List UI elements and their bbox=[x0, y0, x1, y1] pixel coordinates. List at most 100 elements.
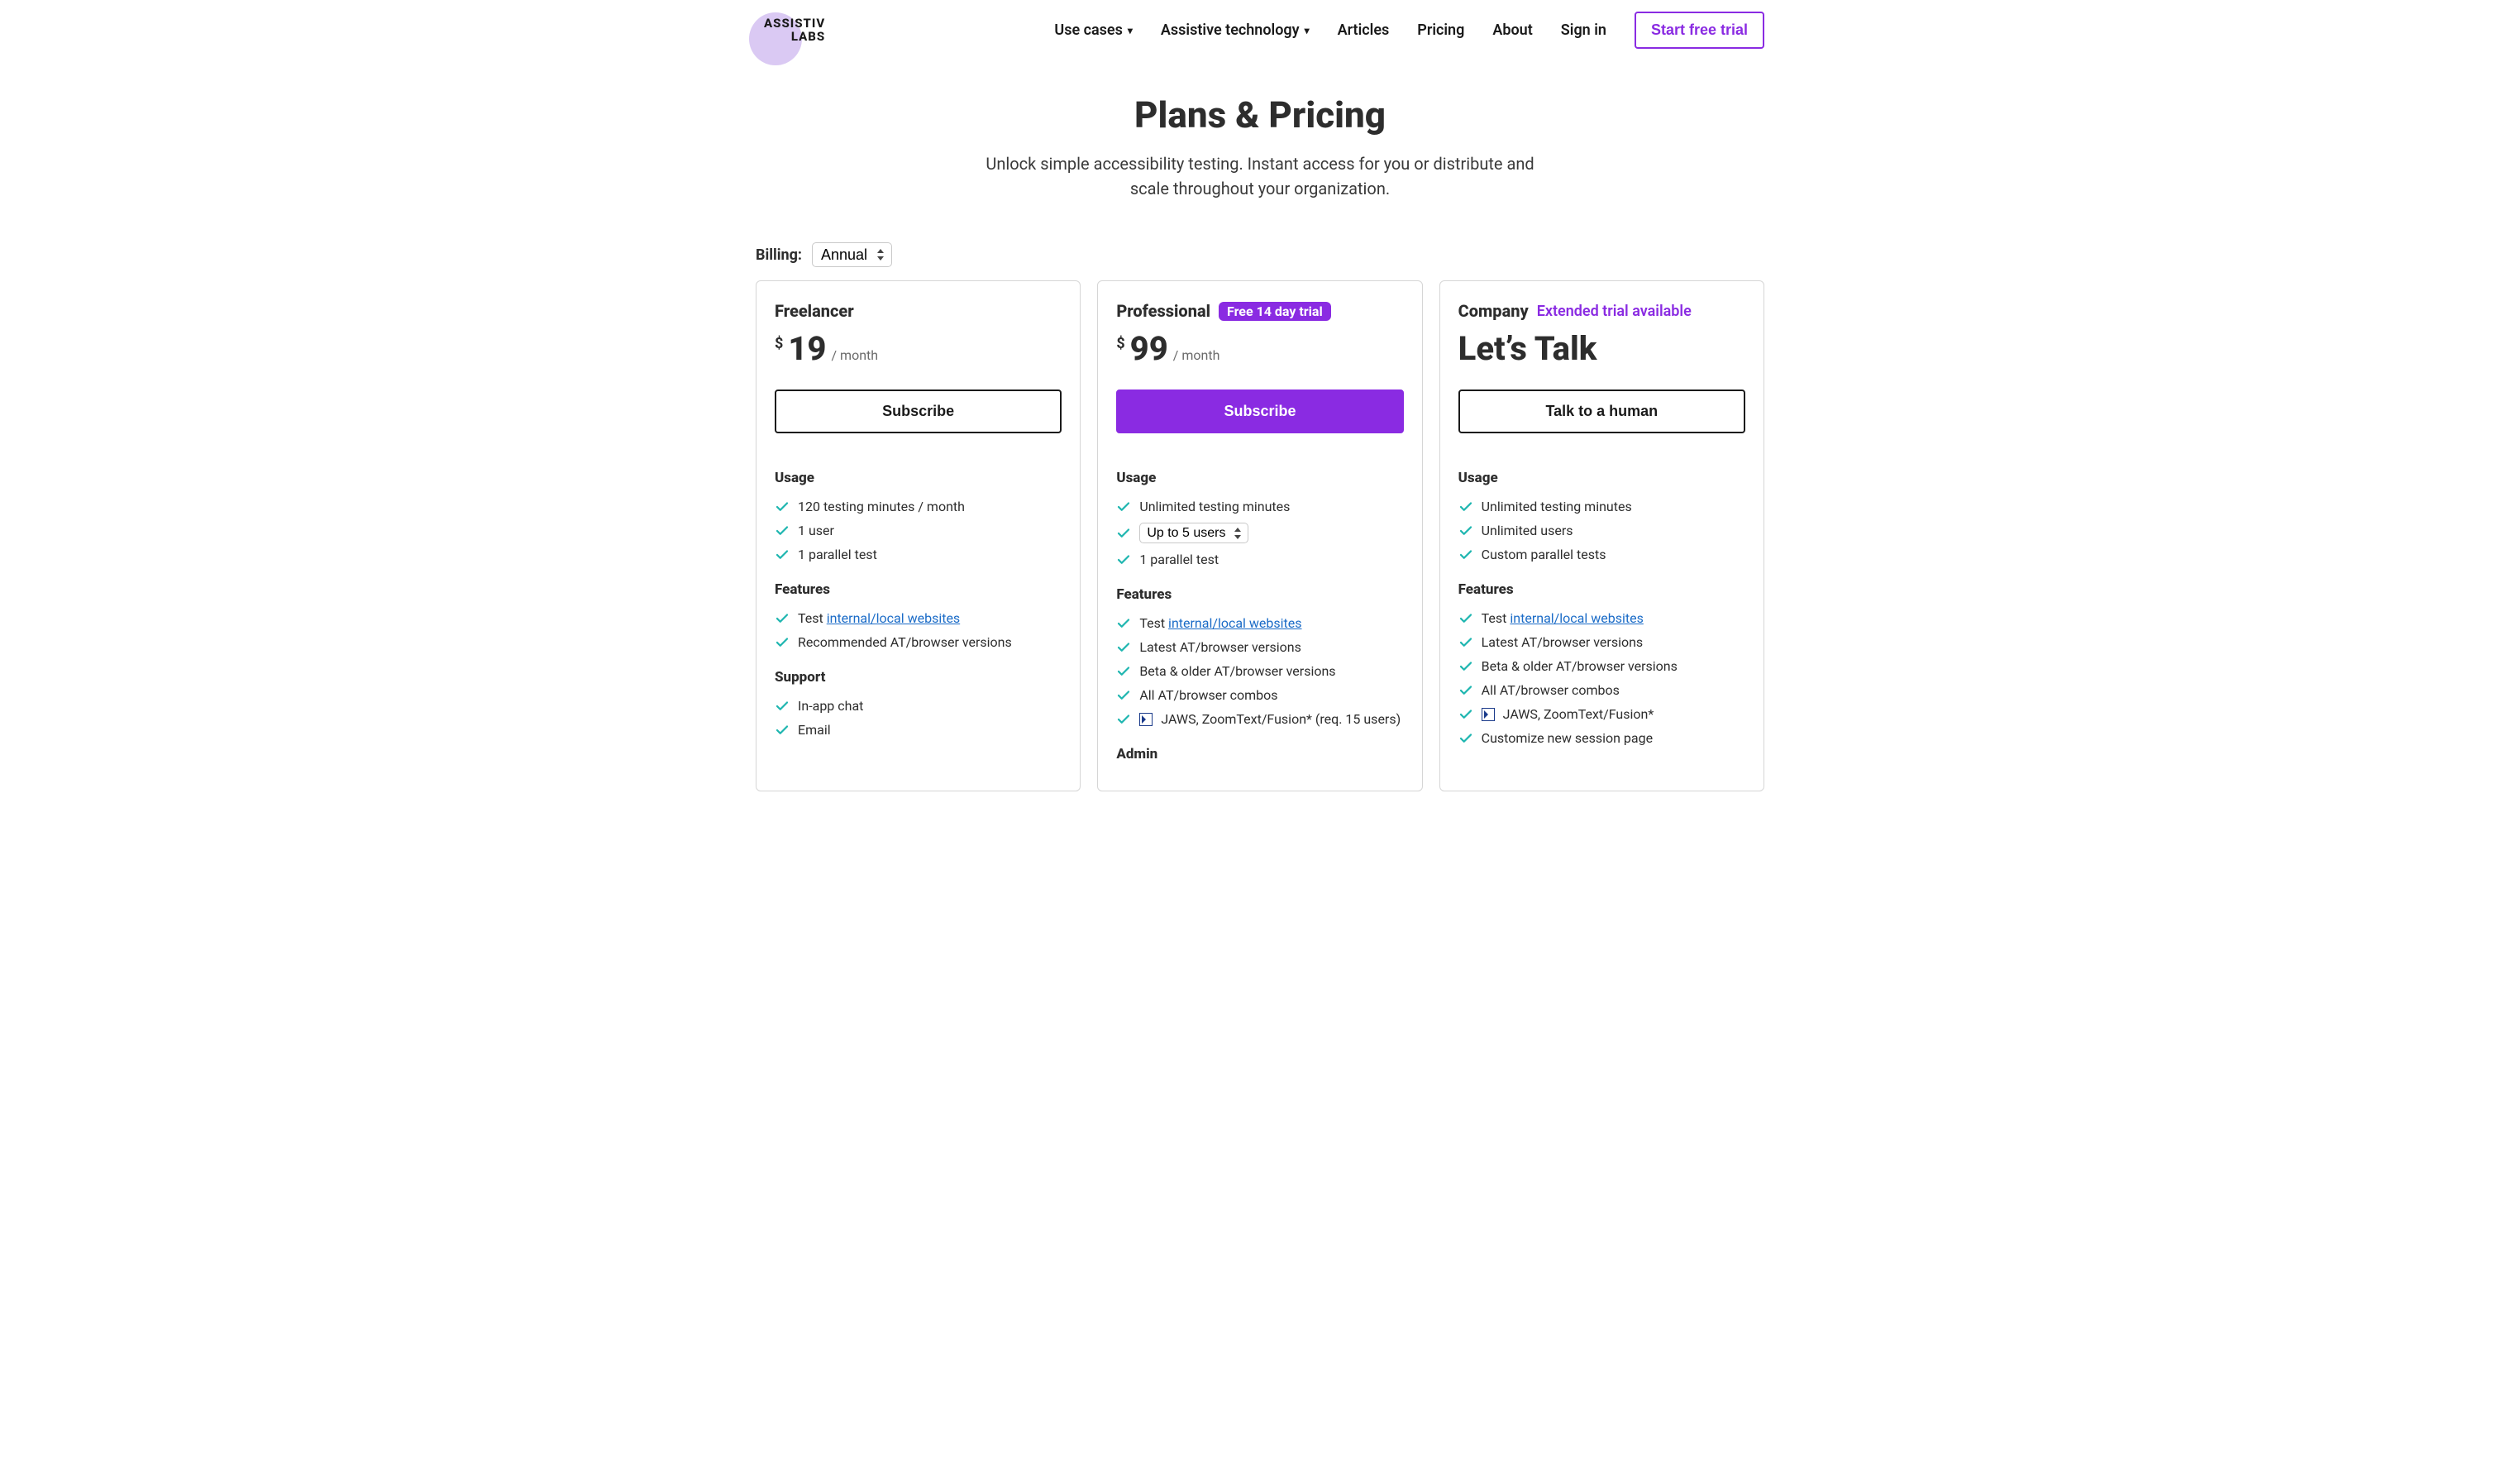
currency-symbol: $ bbox=[775, 335, 783, 352]
check-icon bbox=[775, 699, 790, 714]
check-icon bbox=[1116, 526, 1131, 541]
hero: Plans & Pricing Unlock simple accessibil… bbox=[756, 93, 1764, 201]
logo[interactable]: ASSISTIV LABS bbox=[756, 17, 825, 44]
nav-about[interactable]: About bbox=[1492, 22, 1532, 39]
feature-text: Email bbox=[798, 722, 831, 738]
check-icon bbox=[775, 611, 790, 626]
check-icon bbox=[1458, 635, 1473, 650]
check-icon bbox=[1116, 616, 1131, 631]
plan-company: Company Extended trial available Let’s T… bbox=[1439, 280, 1764, 791]
nav-pricing[interactable]: Pricing bbox=[1417, 22, 1464, 39]
plan-professional-price: $ 99 / month bbox=[1116, 329, 1403, 368]
list-item: 1 parallel test bbox=[1116, 547, 1403, 571]
internal-local-websites-link[interactable]: internal/local websites bbox=[1168, 615, 1301, 631]
check-icon bbox=[1458, 683, 1473, 698]
feature-text: 1 parallel test bbox=[798, 547, 877, 562]
billing-select[interactable]: Annual bbox=[812, 242, 892, 267]
company-headline: Let’s Talk bbox=[1458, 329, 1745, 368]
list-item: In-app chat bbox=[775, 694, 1062, 718]
check-icon bbox=[1458, 547, 1473, 562]
extended-trial-link[interactable]: Extended trial available bbox=[1537, 303, 1692, 320]
list-item: Test internal/local websites bbox=[1116, 611, 1403, 635]
check-icon bbox=[1116, 640, 1131, 655]
usage-heading: Usage bbox=[1458, 470, 1745, 486]
free-trial-badge: Free 14 day trial bbox=[1219, 302, 1331, 321]
sign-in-link[interactable]: Sign in bbox=[1561, 22, 1606, 39]
talk-to-human-button[interactable]: Talk to a human bbox=[1458, 390, 1745, 433]
list-item: Latest AT/browser versions bbox=[1116, 635, 1403, 659]
nav-articles[interactable]: Articles bbox=[1338, 22, 1390, 39]
feature-text: 120 testing minutes / month bbox=[798, 499, 965, 514]
usage-heading: Usage bbox=[775, 470, 1062, 486]
users-select[interactable]: Up to 5 users bbox=[1139, 523, 1248, 543]
plan-professional: Professional Free 14 day trial $ 99 / mo… bbox=[1097, 280, 1422, 791]
chevron-down-icon: ▾ bbox=[1128, 25, 1133, 36]
list-item: Beta & older AT/browser versions bbox=[1458, 654, 1745, 678]
feature-text: Test bbox=[1139, 615, 1168, 631]
list-item: Recommended AT/browser versions bbox=[775, 630, 1062, 654]
feature-text: Unlimited users bbox=[1482, 523, 1573, 538]
feature-text: All AT/browser combos bbox=[1139, 687, 1277, 703]
feature-text: Customize new session page bbox=[1482, 730, 1653, 746]
list-item: Customize new session page bbox=[1458, 726, 1745, 750]
jaws-icon bbox=[1482, 708, 1495, 721]
plan-freelancer: Freelancer $ 19 / month Subscribe Usage … bbox=[756, 280, 1081, 791]
logo-line2: LABS bbox=[764, 31, 825, 44]
check-icon bbox=[1458, 611, 1473, 626]
check-icon bbox=[1458, 659, 1473, 674]
list-item: Beta & older AT/browser versions bbox=[1116, 659, 1403, 683]
check-icon bbox=[775, 547, 790, 562]
logo-text: ASSISTIV LABS bbox=[756, 17, 825, 44]
list-item: All AT/browser combos bbox=[1116, 683, 1403, 707]
start-free-trial-button[interactable]: Start free trial bbox=[1635, 12, 1764, 49]
list-item: JAWS, ZoomText/Fusion* bbox=[1458, 702, 1745, 726]
features-heading: Features bbox=[1458, 581, 1745, 598]
check-icon bbox=[1458, 499, 1473, 514]
site-header: ASSISTIV LABS Use cases ▾ Assistive tech… bbox=[756, 0, 1764, 60]
nav-about-label: About bbox=[1492, 22, 1532, 39]
feature-text: JAWS, ZoomText/Fusion* (req. 15 users) bbox=[1161, 711, 1401, 727]
check-icon bbox=[775, 499, 790, 514]
price-period: / month bbox=[831, 347, 878, 363]
list-item: 1 parallel test bbox=[775, 542, 1062, 566]
list-item: Email bbox=[775, 718, 1062, 742]
currency-symbol: $ bbox=[1116, 335, 1124, 352]
billing-control: Billing: Annual bbox=[756, 242, 1764, 267]
usage-heading: Usage bbox=[1116, 470, 1403, 486]
list-item: Custom parallel tests bbox=[1458, 542, 1745, 566]
feature-text: In-app chat bbox=[798, 698, 863, 714]
subscribe-professional-button[interactable]: Subscribe bbox=[1116, 390, 1403, 433]
feature-text: Recommended AT/browser versions bbox=[798, 634, 1012, 650]
nav-assistive-technology[interactable]: Assistive technology ▾ bbox=[1161, 22, 1310, 39]
feature-text: 1 parallel test bbox=[1139, 552, 1219, 567]
internal-local-websites-link[interactable]: internal/local websites bbox=[827, 610, 960, 626]
list-item: Test internal/local websites bbox=[1458, 606, 1745, 630]
nav-articles-label: Articles bbox=[1338, 22, 1390, 39]
plan-freelancer-name: Freelancer bbox=[775, 301, 854, 321]
price-period: / month bbox=[1173, 347, 1220, 363]
list-item: Up to 5 users bbox=[1116, 519, 1403, 547]
billing-label: Billing: bbox=[756, 246, 802, 264]
check-icon bbox=[1458, 707, 1473, 722]
nav-assistive-technology-label: Assistive technology bbox=[1161, 22, 1300, 39]
check-icon bbox=[1116, 688, 1131, 703]
subscribe-freelancer-button[interactable]: Subscribe bbox=[775, 390, 1062, 433]
support-heading: Support bbox=[775, 669, 1062, 686]
list-item: 1 user bbox=[775, 519, 1062, 542]
feature-text: Beta & older AT/browser versions bbox=[1482, 658, 1678, 674]
jaws-icon bbox=[1139, 713, 1153, 726]
check-icon bbox=[775, 635, 790, 650]
check-icon bbox=[1116, 664, 1131, 679]
feature-text: JAWS, ZoomText/Fusion* bbox=[1503, 706, 1654, 722]
nav-use-cases[interactable]: Use cases ▾ bbox=[1054, 22, 1133, 39]
check-icon bbox=[1116, 552, 1131, 567]
check-icon bbox=[1458, 523, 1473, 538]
list-item: Unlimited testing minutes bbox=[1116, 495, 1403, 519]
feature-text: Test bbox=[1482, 610, 1511, 626]
features-heading: Features bbox=[775, 581, 1062, 598]
chevron-down-icon: ▾ bbox=[1305, 25, 1310, 36]
main-nav: Use cases ▾ Assistive technology ▾ Artic… bbox=[1054, 12, 1764, 49]
internal-local-websites-link[interactable]: internal/local websites bbox=[1510, 610, 1643, 626]
list-item: Unlimited testing minutes bbox=[1458, 495, 1745, 519]
plan-company-name: Company bbox=[1458, 301, 1529, 321]
